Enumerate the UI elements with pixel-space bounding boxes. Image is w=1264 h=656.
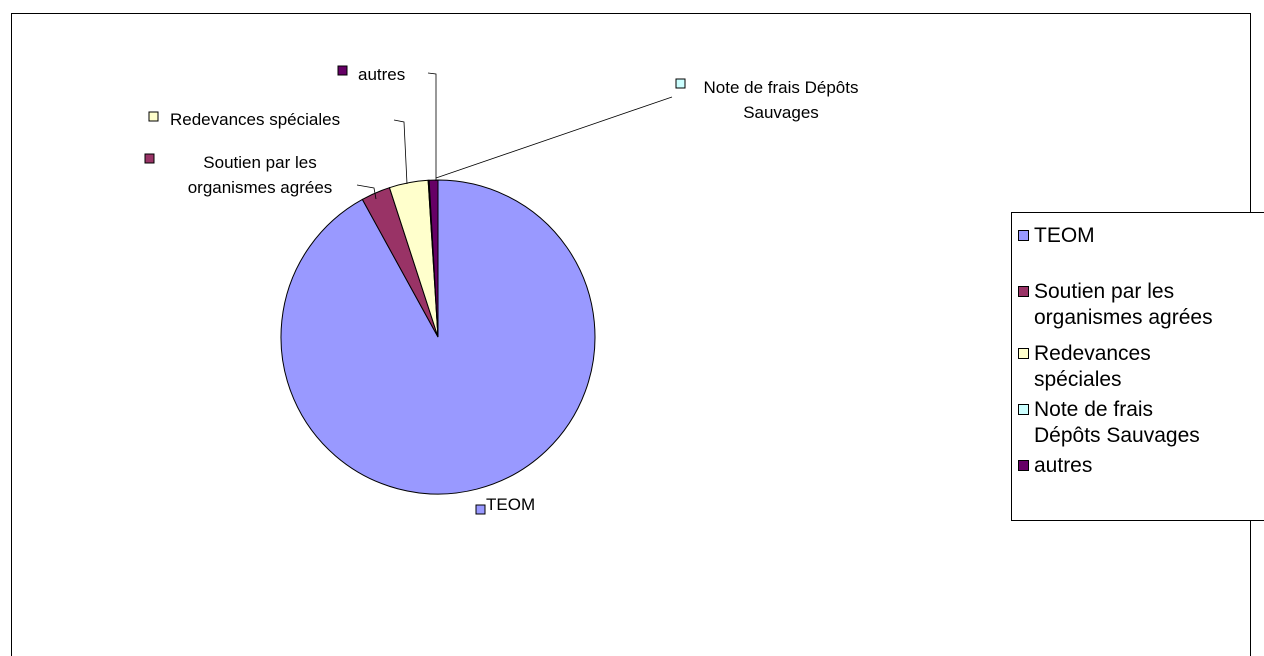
legend-label-line: Dépôts Sauvages <box>1034 424 1200 447</box>
slice-label: Sauvages <box>743 103 819 122</box>
legend-label-line: TEOM <box>1034 224 1095 247</box>
legend-label-line: Redevances <box>1034 342 1151 365</box>
slice-label-swatch <box>337 65 348 76</box>
slice-label: Soutien par les <box>203 153 316 172</box>
legend-item: Soutien par les organismes agrées <box>1018 279 1264 331</box>
legend-label-line: autres <box>1034 454 1093 477</box>
legend-swatch <box>1018 348 1029 359</box>
legend-swatch <box>1018 460 1029 471</box>
slice-label-swatch <box>144 153 155 164</box>
legend-label-line: organismes agrées <box>1034 306 1213 329</box>
pie-slice-5 <box>428 179 439 338</box>
legend-label: Redevances spéciales <box>1034 341 1264 393</box>
legend-swatch <box>1018 286 1029 297</box>
slice-label-swatch <box>475 504 486 515</box>
slice-label: organismes agrées <box>188 178 333 197</box>
legend-label: autres <box>1034 453 1264 479</box>
slice-label: Redevances spéciales <box>170 110 340 129</box>
legend: TEOM Soutien par les organismes agrées Rede… <box>1011 212 1264 521</box>
leader-line <box>435 96 673 179</box>
legend-label: Note de frais Dépôts Sauvages <box>1034 397 1264 449</box>
slice-label-swatch <box>675 78 686 89</box>
legend-item: autres <box>1018 453 1264 479</box>
pie-slices <box>280 179 596 495</box>
leader-line <box>393 119 408 185</box>
slice-labels: TEOM Soutien par les organismes agrées Rede… <box>144 65 859 515</box>
legend-swatch <box>1018 230 1029 241</box>
legend-label-line: Soutien par les <box>1034 280 1175 303</box>
legend-label: Soutien par les organismes agrées <box>1034 279 1264 331</box>
leader-line <box>356 184 377 200</box>
legend-label-line: spéciales <box>1034 368 1122 391</box>
slice-label: autres <box>358 65 405 84</box>
legend-label: TEOM <box>1034 223 1264 249</box>
slice-label-swatch <box>148 111 159 122</box>
legend-item: Note de frais Dépôts Sauvages <box>1018 397 1264 449</box>
legend-item: Redevances spéciales <box>1018 341 1264 393</box>
legend-swatch <box>1018 404 1029 415</box>
legend-item: TEOM <box>1018 223 1264 249</box>
slice-label: Note de frais Dépôts <box>704 78 859 97</box>
slice-label: TEOM <box>486 495 535 514</box>
leader-line <box>427 72 437 181</box>
legend-label-line: Note de frais <box>1034 398 1154 421</box>
